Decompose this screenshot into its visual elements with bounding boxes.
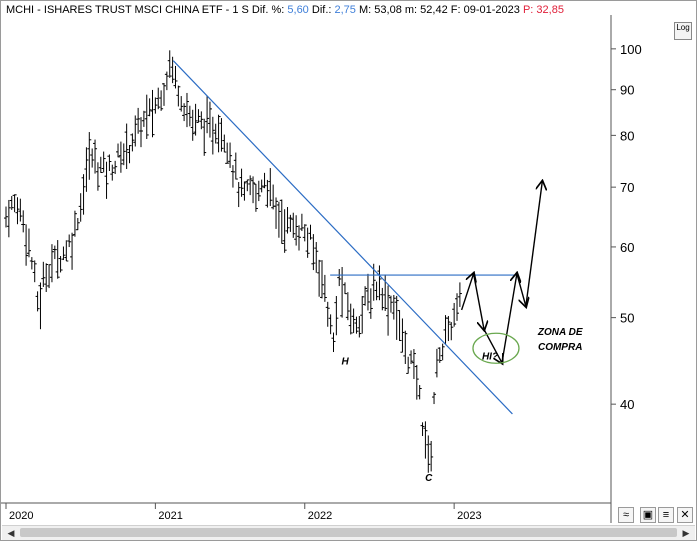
annotation-label: COMPRA xyxy=(538,342,582,353)
scroll-thumb[interactable] xyxy=(20,528,677,537)
max-label: M: xyxy=(358,4,372,16)
y-tick-label: 100 xyxy=(620,42,642,57)
annotation-label: C xyxy=(425,473,433,484)
annotation-label: H xyxy=(341,357,349,368)
projection-segment xyxy=(516,273,526,306)
min-value: 52,42 xyxy=(420,4,448,16)
buy-zone-ellipse xyxy=(472,332,520,364)
projection-segment xyxy=(501,274,517,363)
x-tick-label: 2020 xyxy=(9,510,33,522)
chart-header: MCHI - ISHARES TRUST MSCI CHINA ETF - 1 … xyxy=(6,4,564,16)
y-tick-label: 70 xyxy=(620,180,634,195)
date-value: 09-01-2023 xyxy=(463,4,520,16)
projection-segment xyxy=(525,182,542,307)
dif-label: Dif.: xyxy=(311,4,332,16)
y-tick-label: 60 xyxy=(620,240,634,255)
dif-value: 2,75 xyxy=(334,4,356,16)
horizontal-scrollbar[interactable]: ◀ ▶ xyxy=(2,525,695,540)
close-icon[interactable]: ✕ xyxy=(677,507,693,523)
scroll-left-icon[interactable]: ◀ xyxy=(7,528,15,538)
price-value: 32,85 xyxy=(536,4,564,16)
x-tick-label: 2022 xyxy=(308,510,332,522)
annotation-label: HI? xyxy=(482,351,498,362)
x-tick-label: 2021 xyxy=(158,510,182,522)
settings-icon[interactable]: ≡ xyxy=(658,507,674,523)
y-tick-label: 80 xyxy=(620,128,634,143)
y-tick-label: 50 xyxy=(620,311,634,326)
wave-icon[interactable]: ≈ xyxy=(618,507,634,523)
annotation-label: ZONA DE xyxy=(537,327,583,338)
dif-pct-label: Dif. %: xyxy=(251,4,285,16)
projection-segment xyxy=(472,273,484,330)
dif-pct-value: 5,60 xyxy=(287,4,309,16)
downtrend-line xyxy=(172,60,513,415)
min-label: m: xyxy=(404,4,418,16)
save-icon[interactable]: ▣ xyxy=(640,507,656,523)
symbol-title: MCHI - ISHARES TRUST MSCI CHINA ETF - xyxy=(6,4,233,16)
log-scale-button[interactable]: Log xyxy=(674,22,692,40)
y-tick-label: 40 xyxy=(620,397,634,412)
price-label: P: xyxy=(522,4,534,16)
period-label: 1 S xyxy=(232,4,249,16)
x-tick-label: 2023 xyxy=(457,510,481,522)
projection-segment xyxy=(460,274,474,311)
date-label: F: xyxy=(450,4,461,16)
scroll-right-icon[interactable]: ▶ xyxy=(682,528,690,538)
max-value: 53,08 xyxy=(374,4,402,16)
y-tick-label: 90 xyxy=(620,83,634,98)
